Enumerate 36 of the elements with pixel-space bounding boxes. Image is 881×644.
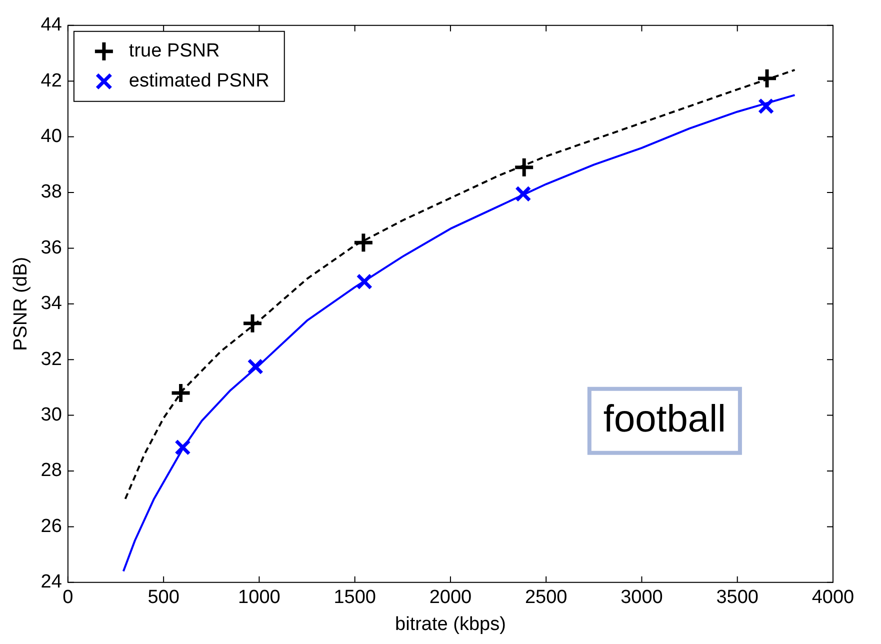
legend-label: true PSNR — [128, 40, 220, 62]
y-tick-label: 34 — [40, 293, 62, 314]
x-tick-label: 1000 — [238, 587, 280, 608]
x-tick-label: 2500 — [524, 587, 568, 608]
y-tick-label: 40 — [40, 126, 62, 148]
y-tick-label: 24 — [40, 572, 62, 593]
x-tick-label: 2000 — [429, 587, 472, 608]
point — [247, 358, 264, 375]
point — [356, 274, 373, 290]
x-tick-label: 3000 — [620, 587, 663, 608]
point — [352, 232, 374, 254]
point — [513, 156, 535, 178]
legend-label: estimated PSNR — [128, 70, 270, 92]
y-tick-label: 36 — [40, 237, 62, 258]
x-tick-label: 0 — [62, 587, 74, 608]
annotation: football — [603, 398, 726, 440]
y-tick-label: 38 — [40, 182, 62, 203]
y-tick-label: 42 — [40, 70, 62, 92]
y-axis-title: PSNR (dB) — [10, 256, 32, 351]
y-tick-label: 28 — [40, 460, 62, 482]
point — [515, 186, 532, 202]
point — [756, 68, 778, 90]
x-tick-label: 3500 — [716, 587, 759, 608]
y-tick-label: 44 — [40, 14, 62, 36]
x-tick-label: 4000 — [812, 587, 854, 608]
y-tick-label: 26 — [40, 516, 62, 537]
point — [758, 98, 774, 114]
x-axis-title: bitrate (kbps) — [395, 614, 506, 635]
y-tick-label: 30 — [40, 404, 62, 426]
point — [170, 382, 192, 404]
point — [242, 312, 264, 334]
y-tick-label: 32 — [40, 348, 62, 370]
point — [174, 439, 191, 456]
x-tick-label: 500 — [148, 587, 180, 608]
line-series — [124, 68, 796, 500]
x-tick-label: 1500 — [334, 587, 376, 608]
